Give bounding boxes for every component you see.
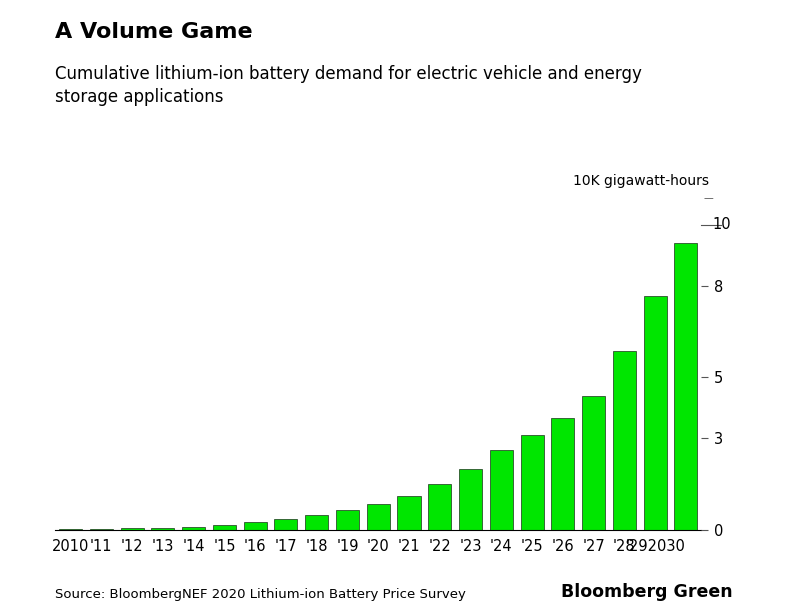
Bar [644, 296, 667, 530]
Text: Cumulative lithium-ion battery demand for electric vehicle and energy
storage ap: Cumulative lithium-ion battery demand fo… [55, 65, 642, 105]
Bar [336, 510, 359, 530]
Bar [366, 504, 390, 530]
Bar [213, 525, 236, 530]
Text: Bloomberg Green: Bloomberg Green [561, 583, 733, 601]
Bar [397, 496, 421, 530]
Bar [613, 351, 636, 530]
Bar [675, 243, 697, 530]
Bar [121, 529, 143, 530]
Bar [490, 450, 513, 530]
Text: 10: 10 [712, 217, 731, 232]
Bar [459, 469, 482, 530]
Bar [90, 529, 113, 530]
Text: 10K gigawatt-hours: 10K gigawatt-hours [573, 174, 709, 188]
Bar [428, 484, 452, 530]
Text: —: — [704, 193, 713, 203]
Bar [582, 395, 605, 530]
Bar [182, 527, 205, 530]
Bar [552, 418, 574, 530]
Bar [521, 435, 544, 530]
Bar [243, 522, 266, 530]
Text: Source: BloombergNEF 2020 Lithium-ion Battery Price Survey: Source: BloombergNEF 2020 Lithium-ion Ba… [55, 588, 466, 601]
Bar [151, 528, 174, 530]
Bar [305, 514, 329, 530]
Bar [274, 519, 297, 530]
Text: A Volume Game: A Volume Game [55, 22, 253, 41]
